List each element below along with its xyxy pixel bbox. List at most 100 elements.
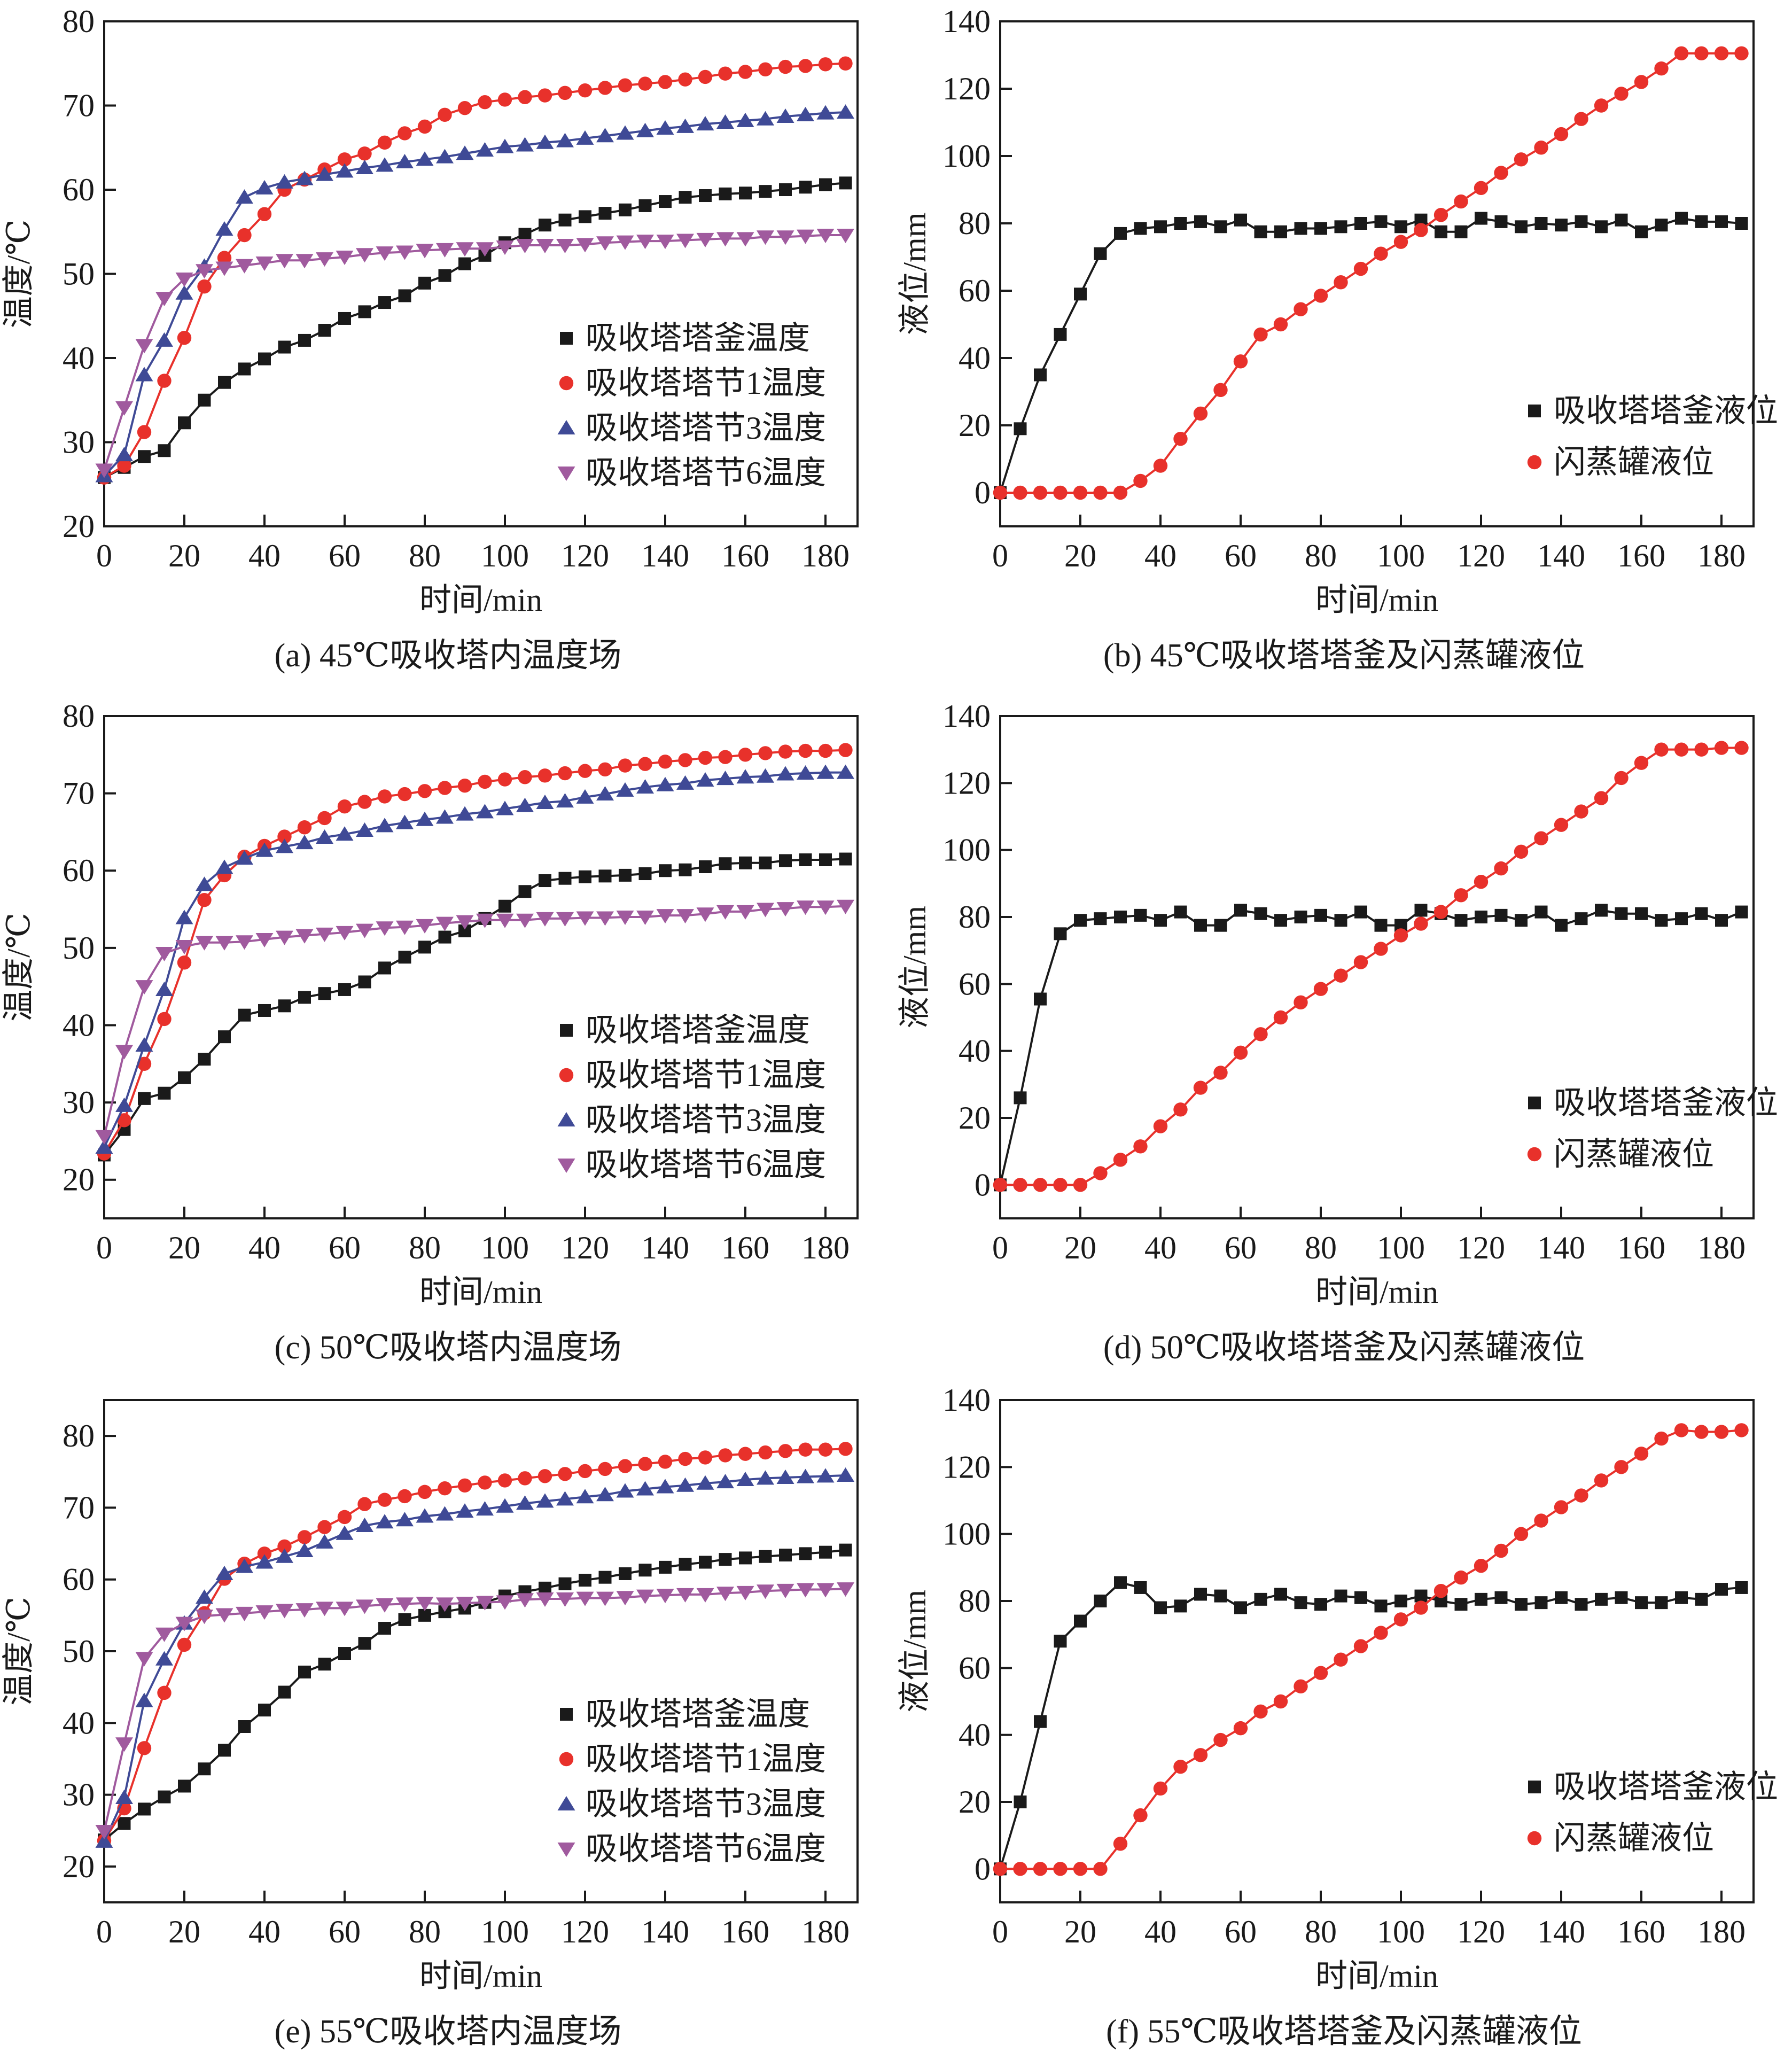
- data-point: [1655, 1596, 1668, 1610]
- data-point: [1153, 1119, 1168, 1133]
- data-point: [1694, 742, 1709, 757]
- data-point: [198, 393, 211, 407]
- data-point: [993, 1178, 1008, 1192]
- data-point: [1694, 1425, 1709, 1439]
- data-point: [579, 1574, 591, 1587]
- data-point: [115, 1045, 133, 1060]
- data-point: [776, 108, 794, 123]
- data-point: [598, 207, 612, 220]
- data-point: [356, 160, 373, 175]
- x-axis-label: 时间/min: [419, 1274, 542, 1310]
- data-point: [536, 794, 554, 809]
- data-point: [776, 230, 794, 245]
- x-axis-label: 时间/min: [419, 582, 542, 618]
- data-point: [157, 374, 172, 388]
- data-point: [137, 1056, 152, 1071]
- caption-f: (f) 55℃吸收塔塔釜及闪蒸罐液位: [1106, 2014, 1582, 2050]
- x-tick-label: 180: [1697, 1914, 1746, 1949]
- data-point: [1714, 741, 1729, 755]
- data-point: [636, 122, 654, 137]
- data-point: [396, 920, 414, 935]
- data-point: [1454, 914, 1468, 927]
- data-point: [1074, 914, 1087, 927]
- data-point: [1094, 247, 1107, 260]
- data-point: [476, 804, 494, 819]
- data-point: [539, 219, 551, 232]
- data-point: [257, 1546, 272, 1561]
- data-point: [378, 1622, 391, 1635]
- data-point: [215, 1565, 233, 1580]
- data-point: [1134, 1581, 1147, 1594]
- data-point: [556, 133, 574, 147]
- data-point: [438, 1481, 452, 1496]
- data-point: [1194, 1588, 1207, 1601]
- x-axis-label: 时间/min: [1315, 1274, 1438, 1310]
- data-point: [177, 955, 192, 970]
- legend-marker: [557, 467, 575, 481]
- data-point: [197, 892, 212, 907]
- x-tick-label: 100: [481, 1914, 529, 1949]
- data-point: [739, 186, 752, 200]
- panel-d: 0 20 40 60 80 100 120 140 160 180 0 20 40 60 80 100 120 1…: [896, 695, 1792, 1373]
- data-point: [738, 1447, 753, 1461]
- y-tick-label: 20: [63, 509, 95, 544]
- data-point: [497, 1473, 512, 1488]
- data-point: [416, 919, 434, 934]
- data-point: [1093, 1166, 1108, 1180]
- data-point: [656, 776, 674, 791]
- data-point: [1374, 246, 1388, 261]
- data-point: [1073, 1178, 1088, 1192]
- data-point: [698, 1450, 713, 1465]
- data-point: [719, 857, 732, 870]
- data-point: [797, 106, 814, 121]
- y-tick-label: 40: [959, 1717, 991, 1753]
- data-point: [797, 765, 814, 780]
- data-point: [1093, 485, 1108, 500]
- data-point: [276, 254, 293, 269]
- data-point: [178, 416, 191, 430]
- data-point: [297, 820, 312, 835]
- data-point: [1515, 914, 1528, 927]
- data-point: [1013, 1178, 1027, 1192]
- data-point: [438, 269, 451, 282]
- y-tick-label: 50: [63, 1634, 95, 1669]
- data-point: [576, 130, 594, 145]
- data-point: [638, 867, 652, 881]
- data-point: [816, 105, 835, 120]
- data-point: [837, 104, 854, 119]
- data-point: [678, 72, 692, 87]
- data-point: [438, 930, 451, 944]
- data-point: [556, 238, 574, 253]
- data-point: [1253, 1027, 1268, 1041]
- legend-label: 吸收塔塔节1温度: [586, 366, 826, 401]
- data-point: [1214, 919, 1227, 932]
- x-tick-label: 80: [1305, 1230, 1337, 1265]
- data-point: [1354, 905, 1367, 919]
- legend-label: 吸收塔塔釜液位: [1554, 1769, 1778, 1805]
- data-point: [1494, 166, 1508, 180]
- y-tick-label: 120: [942, 1449, 991, 1484]
- y-tick-label: 80: [63, 4, 95, 39]
- x-tick-label: 160: [1617, 1230, 1665, 1265]
- x-tick-label: 40: [248, 1914, 281, 1949]
- data-point: [837, 1467, 854, 1482]
- data-point: [539, 874, 551, 888]
- data-point: [1534, 905, 1548, 919]
- data-point: [196, 264, 213, 279]
- x-tick-label: 20: [1064, 1914, 1096, 1949]
- y-tick-label: 40: [63, 1705, 95, 1740]
- data-point: [1053, 1862, 1068, 1876]
- data-point: [819, 1545, 832, 1559]
- data-point: [255, 932, 274, 947]
- data-point: [478, 774, 492, 789]
- data-point: [576, 238, 594, 253]
- series-2: [97, 743, 853, 1161]
- x-tick-label: 20: [168, 538, 200, 573]
- data-point: [1253, 327, 1268, 342]
- legend-label: 吸收塔塔釜液位: [1554, 393, 1778, 429]
- x-tick-label: 140: [1537, 1914, 1585, 1949]
- data-point: [357, 795, 372, 809]
- data-point: [798, 743, 813, 758]
- data-point: [436, 1506, 454, 1521]
- data-point: [237, 228, 252, 243]
